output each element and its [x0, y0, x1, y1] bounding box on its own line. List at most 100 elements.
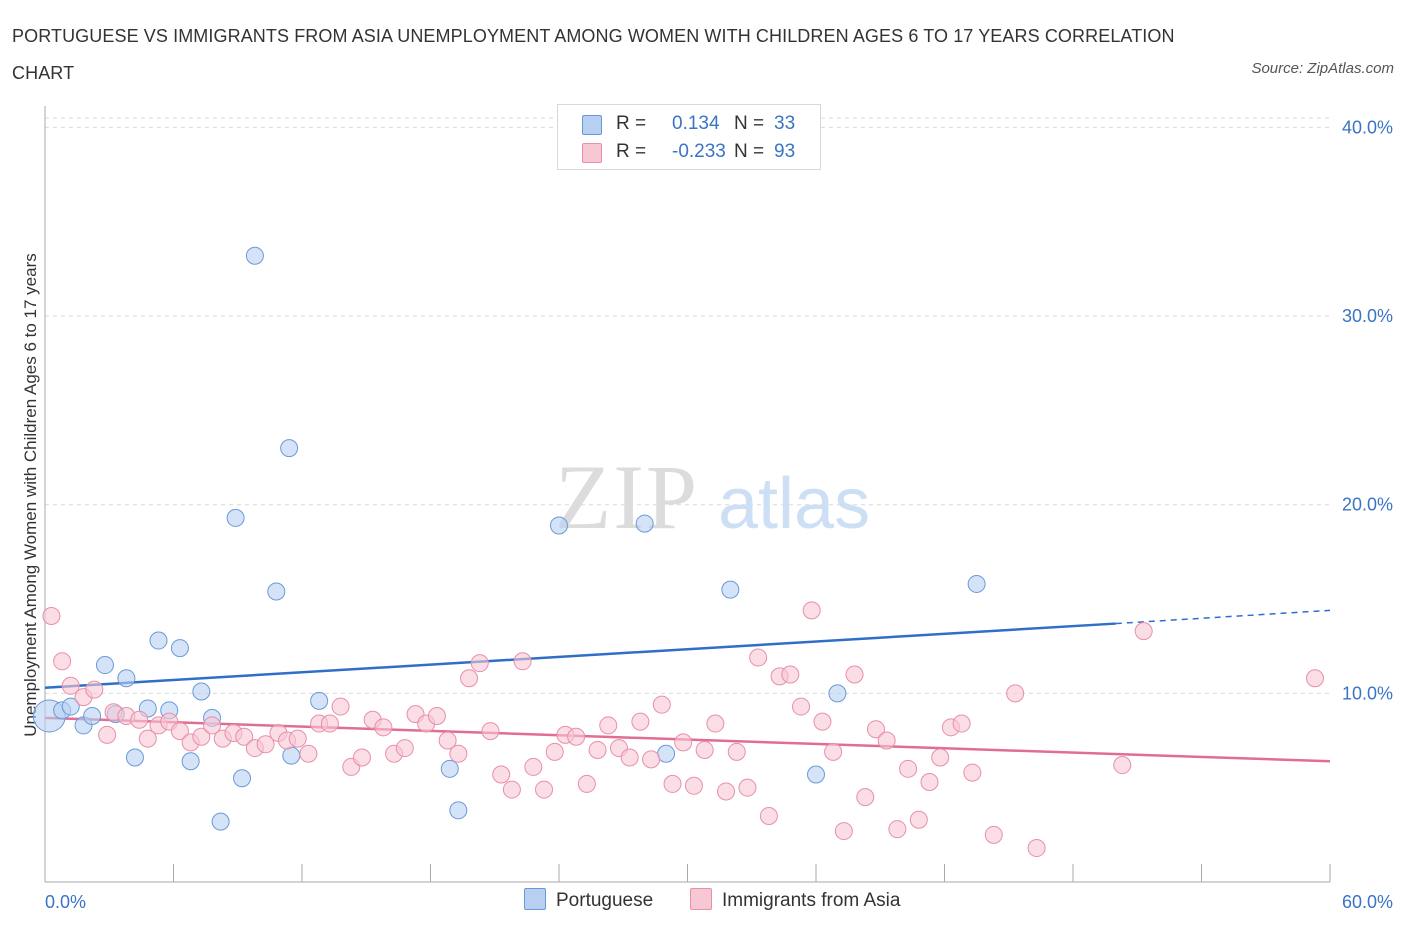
asia-point	[652, 695, 671, 714]
watermark-zip: ZIP	[555, 446, 699, 548]
asia-point	[331, 697, 350, 716]
portuguese-point	[226, 508, 245, 527]
chart-source: Source: ZipAtlas.com	[1251, 60, 1394, 77]
portuguese-point	[310, 691, 329, 710]
y-tick-label: 20.0%	[1342, 495, 1393, 515]
r-label: R =	[616, 113, 647, 134]
r-value: 0.134	[672, 113, 720, 134]
asia-point	[470, 654, 489, 673]
portuguese-point	[95, 656, 114, 675]
asia-point	[524, 757, 543, 776]
asia-point	[631, 712, 650, 731]
asia-point	[1113, 756, 1132, 775]
portuguese-point	[233, 769, 252, 788]
legend-item-asia: Immigrants from Asia	[690, 888, 900, 912]
portuguese-trend-extension	[1115, 609, 1331, 625]
asia-point	[395, 739, 414, 758]
correlation-legend: R = 0.134 N = 33 R = -0.233 N = 93	[557, 104, 821, 170]
asia-point	[866, 720, 885, 739]
asia-point	[834, 822, 853, 841]
portuguese-swatch	[582, 115, 602, 135]
portuguese-point	[635, 514, 654, 533]
asia-point	[674, 733, 693, 752]
asia-point	[781, 665, 800, 684]
asia-point	[642, 750, 661, 769]
portuguese-point	[83, 706, 102, 725]
asia-point	[984, 825, 1003, 844]
asia-point	[567, 727, 586, 746]
asia-point	[427, 706, 446, 725]
portuguese-legend-swatch	[524, 888, 546, 910]
asia-point	[599, 716, 618, 735]
asia-point	[481, 722, 500, 741]
asia-point	[98, 725, 117, 744]
asia-point	[717, 782, 736, 801]
tick-labels: 10.0% 20.0% 30.0% 40.0% 0.0% 60.0%	[45, 117, 1393, 912]
n-value: 33	[774, 113, 796, 134]
asia-point	[824, 742, 843, 761]
asia-point	[684, 776, 703, 795]
asia-point	[856, 788, 875, 807]
asia-point	[138, 729, 157, 748]
portuguese-point	[967, 574, 986, 593]
portuguese-point	[192, 682, 211, 701]
asia-point	[899, 759, 918, 778]
asia-point	[288, 729, 307, 748]
asia-point	[920, 773, 939, 792]
asia-point	[203, 716, 222, 735]
asia-point	[588, 740, 607, 759]
gridlines	[45, 117, 1330, 694]
portuguese-point	[125, 748, 144, 767]
portuguese-point	[440, 759, 459, 778]
asia-point	[792, 697, 811, 716]
portuguese-point	[449, 801, 468, 820]
x-tick-label-min: 0.0%	[45, 892, 86, 912]
n-value: 93	[774, 141, 796, 162]
r-value: -0.233	[672, 141, 726, 162]
portuguese-point	[721, 580, 740, 599]
portuguese-point	[61, 697, 80, 716]
asia-point	[909, 810, 928, 829]
asia-point	[256, 735, 275, 754]
asia-point	[620, 748, 639, 767]
portuguese-point	[280, 439, 299, 458]
legend-label: Portuguese	[556, 890, 654, 911]
watermark-atlas: atlas	[718, 464, 870, 544]
axes	[44, 106, 1331, 883]
legend-item-portuguese: Portuguese	[524, 888, 653, 912]
asia-point	[963, 763, 982, 782]
y-tick-label: 30.0%	[1342, 306, 1393, 326]
asia-point	[577, 774, 596, 793]
asia-point	[352, 748, 371, 767]
asia-point	[545, 742, 564, 761]
asia-point	[492, 765, 511, 784]
portuguese-point	[211, 812, 230, 831]
data-points	[32, 246, 1325, 858]
asia-point	[813, 712, 832, 731]
portuguese-point	[149, 631, 168, 650]
asia-point	[502, 780, 521, 799]
asia-point	[460, 669, 479, 688]
portuguese-point	[170, 639, 189, 658]
chart-title: PORTUGUESE VS IMMIGRANTS FROM ASIA UNEMP…	[12, 26, 1175, 83]
n-label: N =	[734, 141, 765, 162]
y-tick-label: 40.0%	[1342, 117, 1393, 137]
asia-point	[931, 748, 950, 767]
portuguese-point	[181, 752, 200, 771]
asia-point	[42, 607, 61, 626]
asia-point	[53, 652, 72, 671]
asia-point	[663, 774, 682, 793]
asia-point	[1006, 684, 1025, 703]
asia-point	[888, 820, 907, 839]
portuguese-point	[807, 765, 825, 784]
x-tick-label-max: 60.0%	[1342, 892, 1393, 912]
asia-swatch	[582, 143, 602, 163]
asia-point	[535, 780, 554, 799]
asia-point	[727, 742, 746, 761]
asia-point	[170, 722, 189, 741]
asia-point	[449, 744, 468, 763]
asia-point	[738, 778, 757, 797]
asia-point	[235, 727, 254, 746]
watermark: ZIP atlas	[555, 446, 870, 548]
n-label: N =	[734, 113, 765, 134]
